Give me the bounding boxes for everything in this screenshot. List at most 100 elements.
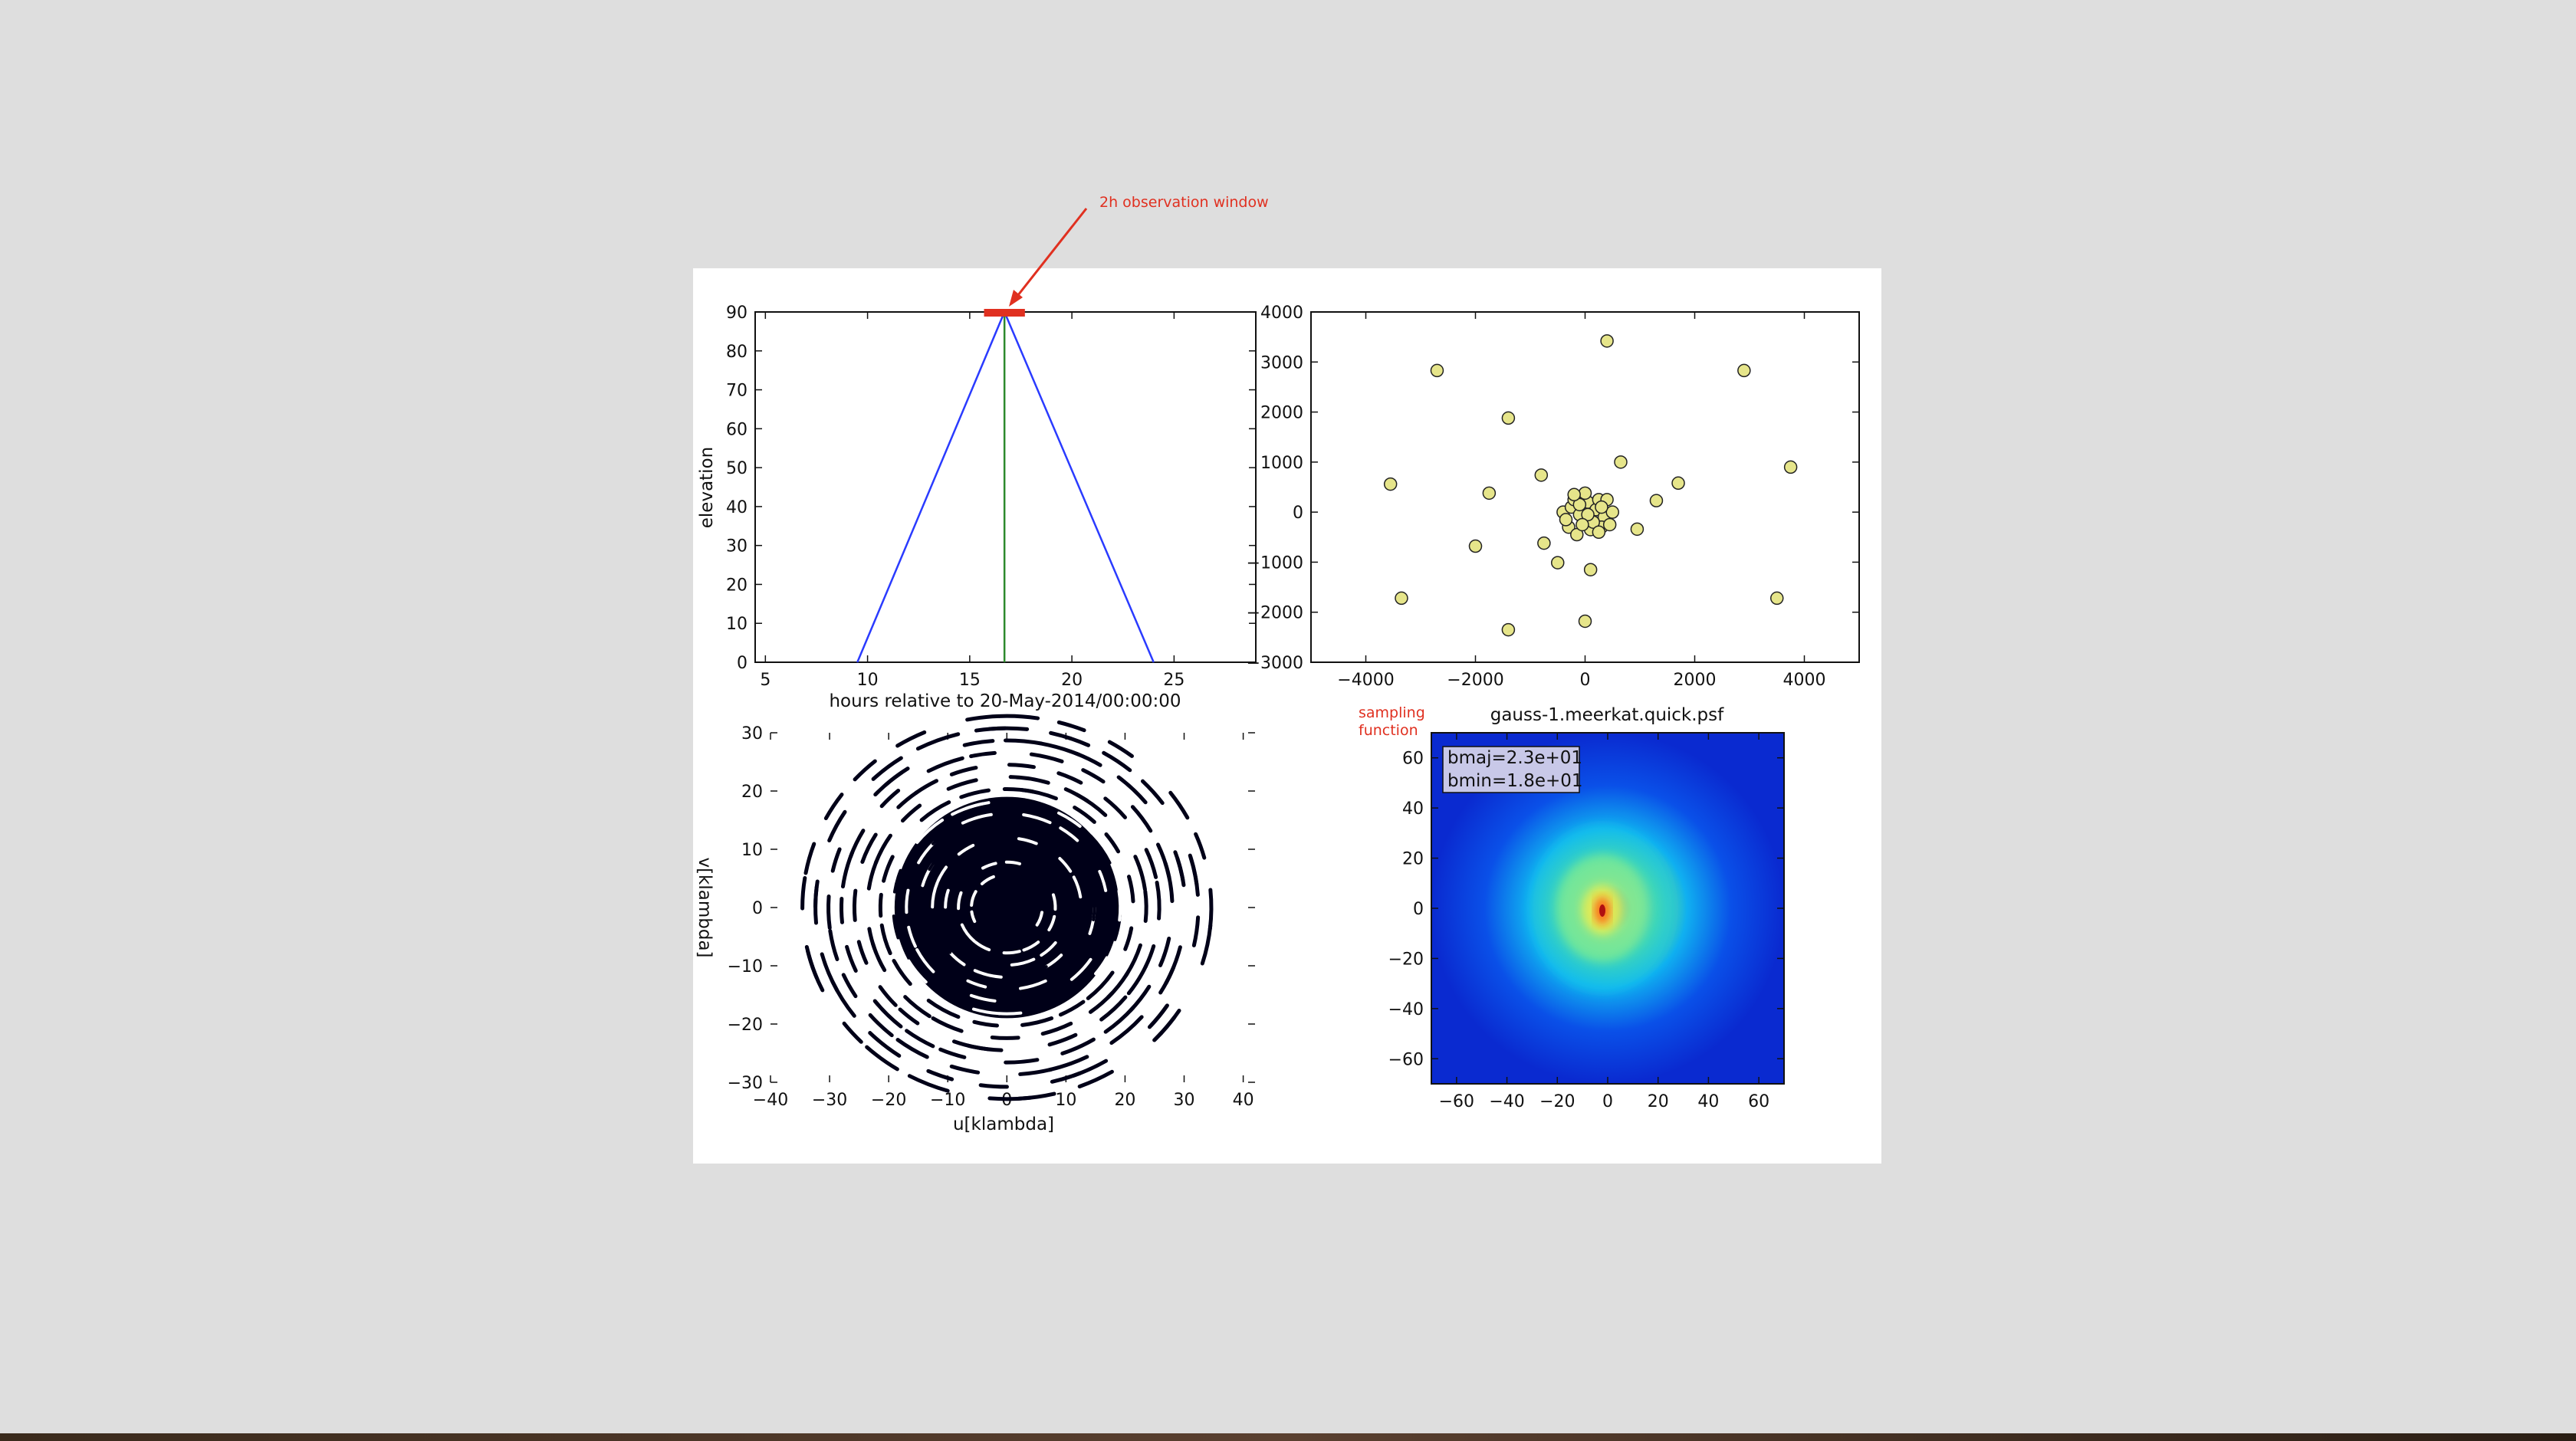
uv-track-arc xyxy=(1018,979,1047,990)
uv-track-arc xyxy=(803,842,816,875)
uv-track-arc xyxy=(994,872,1016,878)
uv-track-arc xyxy=(918,910,925,935)
uv-track-arc xyxy=(1043,860,1057,874)
antenna-layout-plot: −4000 −2000 0 2000 4000 −3000 −2000 −1000 0 1000 2… xyxy=(1247,304,1860,690)
uv-track-arc xyxy=(867,927,877,951)
uv-track-arc xyxy=(841,973,858,999)
uv-track-arc xyxy=(949,766,978,776)
uv-track-arc xyxy=(872,999,903,1029)
uv-track-arc xyxy=(1092,893,1096,921)
uv-track-arc xyxy=(907,1074,950,1093)
uv-track-arc xyxy=(1060,914,1070,935)
uv-track-arc xyxy=(1133,855,1147,891)
uv-track-arc xyxy=(1022,927,1036,939)
psf-ytick-label: −20 xyxy=(1388,950,1424,969)
elevation-xtick-label: 15 xyxy=(959,671,981,690)
uv-track-arc xyxy=(1194,832,1207,860)
uv-track-arc xyxy=(1147,1003,1169,1029)
uv-track-arc xyxy=(1126,964,1148,996)
uv-track-arc xyxy=(823,793,844,821)
antenna-point xyxy=(1395,591,1408,606)
uv-track-arc xyxy=(1158,965,1175,995)
uv-dense-core xyxy=(894,796,1119,1019)
uv-track-arc xyxy=(1040,1021,1073,1036)
uv-track-arc xyxy=(933,952,948,969)
psf-legend-bmaj: bmaj=2.3e+01 xyxy=(1447,748,1582,768)
antenna-point xyxy=(1537,536,1551,550)
uv-ytick-label: 20 xyxy=(741,783,763,802)
uv-track-arc xyxy=(939,937,952,954)
uv-track-arc xyxy=(962,739,995,747)
uv-track-arc xyxy=(1099,995,1128,1022)
uv-track-arc xyxy=(997,714,1040,720)
uv-track-arc xyxy=(879,923,892,956)
antenna-point xyxy=(1600,334,1614,348)
uv-track-arc xyxy=(998,937,1019,943)
uv-track-arc xyxy=(1089,834,1112,865)
psf-ytick-label: 40 xyxy=(1402,799,1424,819)
uv-xtick-label: 20 xyxy=(1114,1091,1135,1110)
uv-track-arc xyxy=(883,766,910,787)
antenna-point xyxy=(1630,522,1644,537)
uv-track-arc xyxy=(974,940,991,952)
antenna-point xyxy=(1583,563,1598,576)
uv-track-arc xyxy=(1062,884,1070,910)
uv-track-arc xyxy=(1010,957,1036,967)
uv-track-arc xyxy=(1074,751,1102,767)
uv-track-arc xyxy=(1049,730,1091,747)
elevation-ytick-label: 30 xyxy=(726,537,748,556)
uv-track-arc xyxy=(1041,996,1070,1010)
uv-track-arc xyxy=(1022,940,1040,952)
uv-track-arc xyxy=(1077,1069,1114,1088)
uv-track-arc xyxy=(848,829,866,859)
elevation-xtick-label: 5 xyxy=(760,671,770,690)
antenna-point xyxy=(1559,513,1573,527)
psf-xtick-label: −60 xyxy=(1439,1092,1474,1111)
antenna-xtick-label: −2000 xyxy=(1447,671,1503,690)
antenna-point xyxy=(1592,525,1606,540)
psf-xtick-label: 60 xyxy=(1748,1092,1769,1111)
uv-track-arc xyxy=(931,881,939,909)
uv-track-arc xyxy=(820,952,840,993)
uv-track-arc xyxy=(1035,829,1060,843)
uv-track-arc xyxy=(1056,720,1086,733)
uv-track-arc xyxy=(1163,861,1175,904)
uv-xtick-label: −20 xyxy=(871,1091,906,1110)
psf-title: gauss-1.meerkat.quick.psf xyxy=(1490,705,1724,725)
uv-track-arc xyxy=(997,824,1032,830)
uv-track-arc xyxy=(1104,832,1121,854)
uv-track-arc xyxy=(1035,911,1044,927)
uv-track-arc xyxy=(842,1021,863,1044)
antenna-point xyxy=(1572,497,1587,512)
antenna-point xyxy=(1576,517,1589,532)
uv-track-arc xyxy=(987,1095,1033,1101)
uv-track-arc xyxy=(926,756,964,773)
uv-track-arc xyxy=(928,845,950,871)
uv-xtick-label: −10 xyxy=(930,1091,965,1110)
uv-track-arc xyxy=(1020,1016,1054,1027)
uv-ytick-label: −30 xyxy=(728,1074,763,1093)
uv-track-arc xyxy=(856,940,869,965)
uv-track-arc xyxy=(882,855,895,883)
elevation-ytick-label: 20 xyxy=(726,576,748,595)
uv-track-arc xyxy=(964,801,991,810)
uv-track-arc xyxy=(932,986,961,1006)
sampling-function-label-line1: sampling xyxy=(1359,704,1425,721)
uv-track-arc xyxy=(1130,805,1153,833)
sampling-function-label-line2: function xyxy=(1359,722,1418,739)
uv-track-arc xyxy=(961,825,993,839)
antenna-point xyxy=(1570,527,1584,542)
uv-ytick-label: 0 xyxy=(752,899,763,918)
uv-track-arc xyxy=(1116,775,1148,805)
elevation-ytick-label: 40 xyxy=(726,498,748,517)
elevation-xtick-label: 20 xyxy=(1061,671,1083,690)
uv-track-arc xyxy=(981,862,997,870)
psf-xtick-label: 40 xyxy=(1697,1092,1719,1111)
uv-track-arc xyxy=(948,925,964,949)
uv-track-arc xyxy=(878,985,898,1007)
psf-plot: sampling function gauss-1.meerkat.quick.… xyxy=(1359,704,1785,1111)
uv-track-arc xyxy=(853,759,877,782)
uv-track-arc xyxy=(1004,1058,1040,1065)
uv-track-arc xyxy=(957,891,963,911)
